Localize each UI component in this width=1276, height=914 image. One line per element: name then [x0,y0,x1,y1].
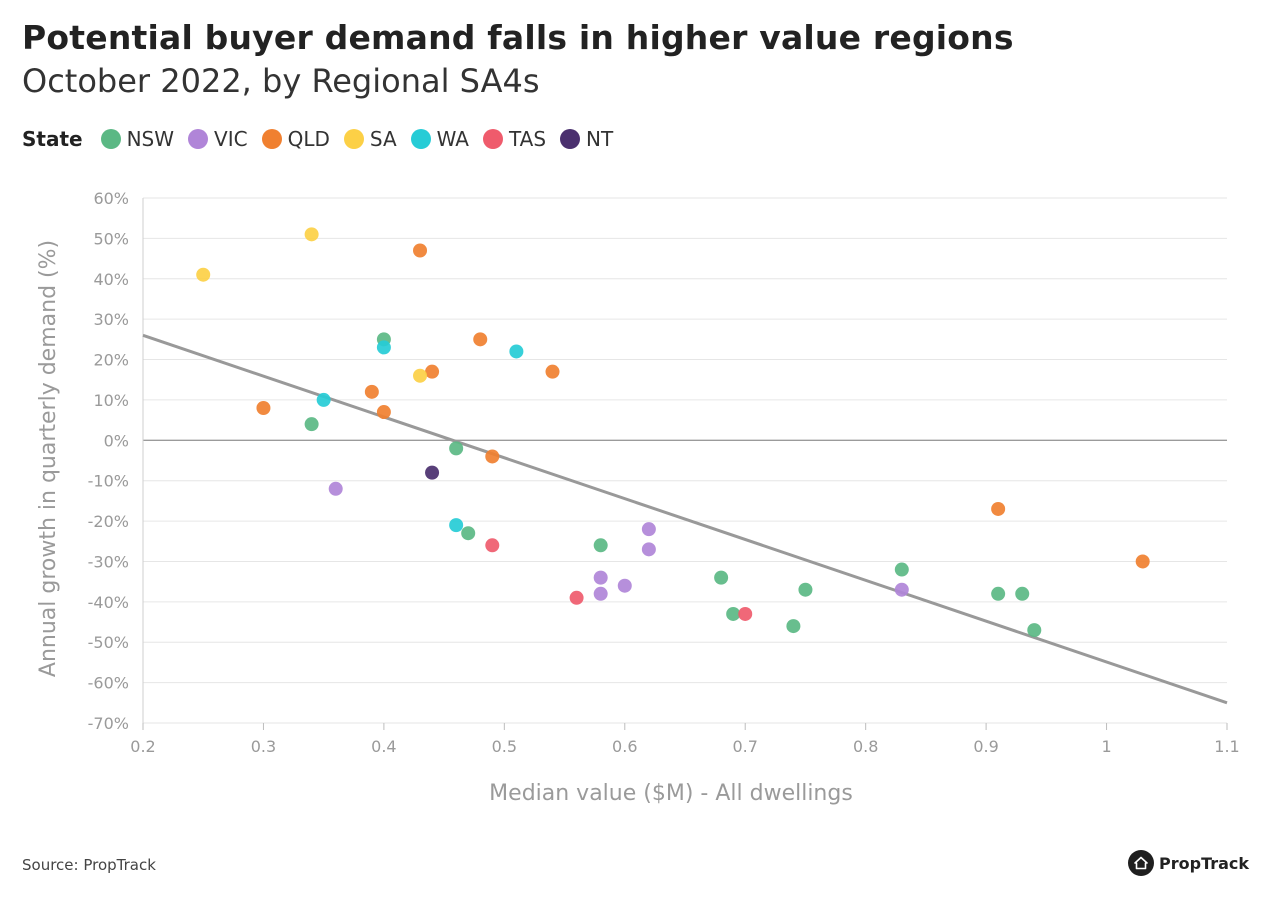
data-point-nsw [461,526,476,541]
data-point-nsw [786,619,801,634]
legend-swatch-sa [343,129,364,149]
data-point-nsw [1027,623,1042,638]
x-tick-label: 0.6 [612,737,637,756]
legend-swatch-qld [261,129,282,149]
legend-item-nt: NT [560,127,613,151]
data-point-qld [256,401,271,415]
data-point-wa [509,344,524,359]
legend-swatch-tas [483,129,503,149]
data-point-qld [425,364,440,379]
data-point-vic [641,542,656,557]
data-point-nsw [593,538,608,553]
data-point-sa [413,368,428,383]
legend-swatch-nt [560,129,581,149]
data-point-tas [485,538,500,553]
legend-item-nsw: NSW [100,127,175,151]
y-tick-label: 40% [93,270,129,289]
data-point-qld [413,243,428,258]
legend-label-vic: VIC [214,127,248,151]
data-point-nsw [991,586,1006,601]
data-point-wa [449,518,464,533]
data-point-qld [485,449,500,464]
chart-title: Potential buyer demand falls in higher v… [22,18,1014,57]
x-tick-label: 1 [1101,737,1111,756]
y-tick-label: -10% [88,472,129,491]
legend-swatch-wa [410,129,431,149]
data-point-nsw [304,417,319,432]
data-point-wa [376,340,391,355]
y-tick-label: 10% [93,391,129,410]
source-note: Source: PropTrack [22,856,156,874]
y-tick-label: 30% [93,310,129,329]
y-tick-label: 60% [93,189,129,208]
y-tick-label: 20% [93,351,129,370]
data-point-tas [738,606,753,621]
x-tick-label: 0.3 [251,737,276,756]
chart-subtitle: October 2022, by Regional SA4s [22,62,540,100]
legend-label-sa: SA [369,127,397,151]
x-tick-label: 0.2 [130,737,155,756]
legend-swatch-vic [188,129,209,149]
legend-label-nsw: NSW [126,127,175,151]
data-point-vic [617,578,632,593]
y-tick-label: 0% [104,431,129,450]
x-tick-label: 1.1 [1214,737,1239,756]
x-tick-label: 0.4 [371,737,396,756]
data-point-qld [473,332,488,347]
data-point-nsw [449,441,464,456]
x-tick-label: 0.9 [973,737,998,756]
house-icon [1128,850,1154,876]
legend-item-tas: TAS [483,127,546,151]
legend-label-qld: QLD [287,127,330,151]
data-point-vic [328,481,343,496]
data-point-qld [364,384,379,399]
y-tick-label: -50% [88,633,129,652]
y-tick-label: -30% [88,552,129,571]
y-tick-label: -70% [88,714,129,733]
y-tick-label: -40% [88,593,129,612]
data-point-qld [545,364,560,379]
legend-item-wa: WA [410,127,469,151]
data-point-vic [593,570,608,585]
data-point-nsw [798,582,813,597]
logo-text: PropTrack [1159,853,1250,873]
data-point-wa [316,392,331,407]
legend-item-qld: QLD [261,127,330,151]
data-point-vic [894,582,909,597]
proptrack-logo: PropTrack [1128,850,1249,876]
data-point-vic [593,586,608,601]
y-tick-label: -20% [88,512,129,531]
data-point-nsw [894,562,909,577]
y-tick-label: -60% [88,674,129,693]
x-axis-title: Median value ($M) - All dwellings [489,781,853,806]
y-axis-title: Annual growth in quarterly demand (%) [36,240,61,677]
data-point-vic [641,522,656,537]
data-point-qld [1135,554,1150,569]
x-tick-label: 0.8 [853,737,878,756]
data-point-nt [425,465,440,480]
x-tick-label: 0.5 [492,737,517,756]
legend-title: State [22,127,83,151]
trend-line [142,333,1228,705]
data-point-qld [376,405,391,420]
legend: State NSW VIC QLD SA WA TAS NT [22,127,613,151]
data-point-sa [196,267,211,282]
data-point-qld [991,501,1006,516]
legend-label-nt: NT [586,127,614,151]
legend-label-tas: TAS [509,127,547,151]
data-point-nsw [1015,586,1030,601]
y-tick-label: 50% [93,229,129,248]
legend-item-sa: SA [343,127,397,151]
data-point-sa [304,227,319,242]
data-point-nsw [726,606,741,621]
data-point-tas [569,590,584,605]
legend-swatch-nsw [100,129,121,149]
data-point-nsw [714,570,729,585]
legend-label-wa: WA [436,127,469,151]
x-tick-label: 0.7 [732,737,757,756]
legend-item-vic: VIC [188,127,248,151]
